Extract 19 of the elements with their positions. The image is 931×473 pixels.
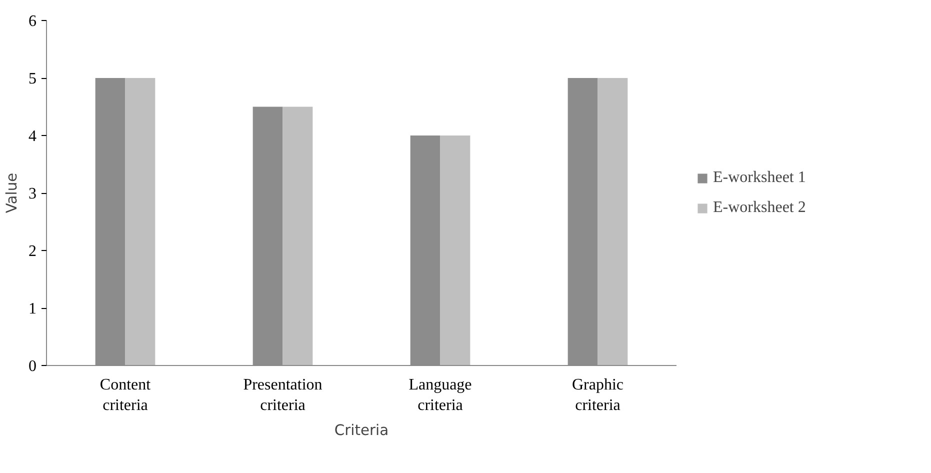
x-tick-label: Presentation criteria [243,376,322,414]
y-tick-label: 3 [28,186,36,202]
y-tick-label: 2 [28,243,36,260]
bar [440,136,470,366]
legend-label: E-worksheet 2 [713,198,806,216]
legend-label: E-worksheet 1 [713,168,806,186]
y-axis-title: Value [4,172,20,214]
x-tick-label: Language criteria [408,376,472,414]
bar [598,78,628,366]
x-axis-title: Criteria [334,422,389,439]
bar [282,106,313,366]
y-tick-label: 4 [28,128,36,145]
x-tick-label: Content criteria [100,376,152,414]
y-tick-label: 0 [28,358,36,375]
y-tick-label: 1 [28,300,36,318]
bar [125,78,156,366]
x-tick-label: Graphic criteria [572,376,624,414]
y-tick-label: 5 [28,70,36,88]
y-tick-label: 6 [28,13,36,30]
